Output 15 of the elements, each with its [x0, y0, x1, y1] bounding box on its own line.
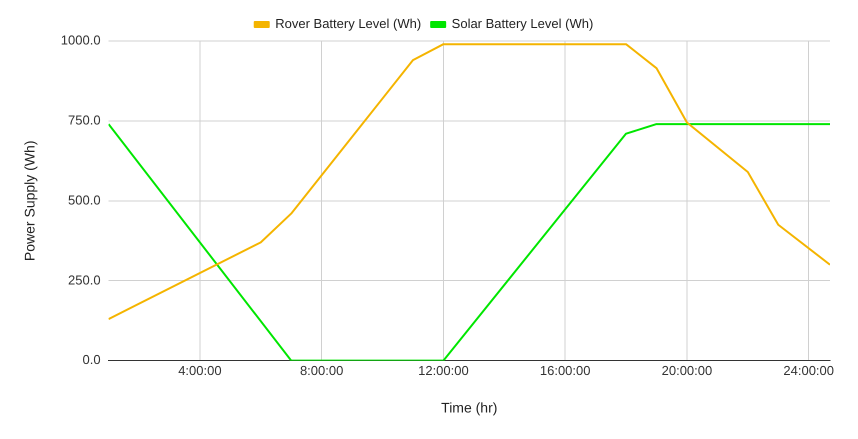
x-axis-title: Time (hr): [441, 399, 498, 416]
y-tick-label: 250.0: [68, 272, 101, 288]
x-tick-label: 20:00:00: [662, 362, 712, 378]
legend-label: Solar Battery Level (Wh): [452, 16, 594, 32]
y-tick-label: 0.0: [82, 352, 101, 368]
x-tick-label: 4:00:00: [178, 362, 222, 378]
y-tick-label: 1000.0: [60, 32, 101, 48]
y-tick-label: 500.0: [68, 192, 101, 208]
x-tick-label: 12:00:00: [418, 362, 469, 378]
legend-label: Rover Battery Level (Wh): [275, 16, 422, 32]
y-tick-label: 750.0: [68, 112, 101, 128]
x-tick-label: 16:00:00: [540, 362, 590, 378]
x-tick-label: 24:00:00: [783, 362, 834, 378]
x-tick-label: 8:00:00: [300, 362, 344, 378]
y-axis-title: Power Supply (Wh): [21, 140, 38, 262]
